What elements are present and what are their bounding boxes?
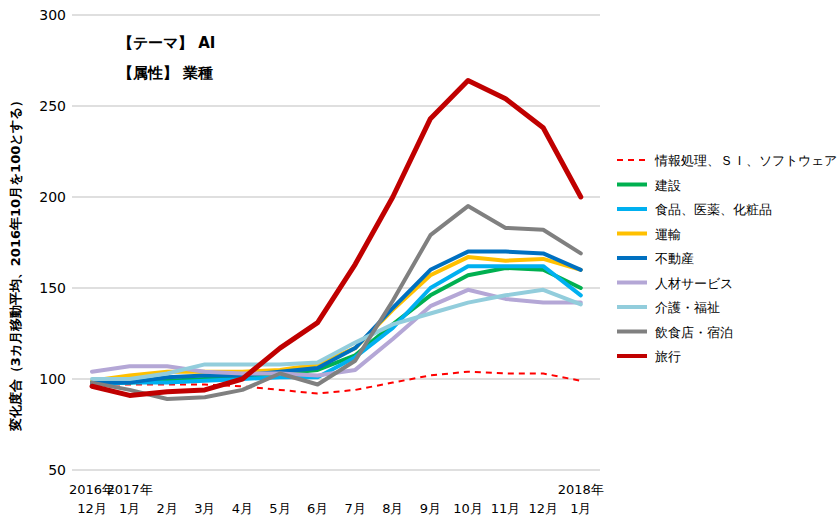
series-line xyxy=(92,206,581,399)
series-line xyxy=(92,257,581,381)
x-tick-label: 5月 xyxy=(269,501,290,516)
grid-line xyxy=(72,197,600,198)
legend-label: 飲食店・宿泊 xyxy=(655,325,733,340)
x-tick-line: 1月 xyxy=(570,501,591,516)
legend-label: 旅行 xyxy=(655,349,681,364)
legend-swatch xyxy=(617,354,647,358)
legend-swatch xyxy=(617,232,647,236)
grid-line xyxy=(72,15,600,16)
grid-line xyxy=(72,470,600,471)
series-line xyxy=(92,290,581,379)
x-tick-label: 9月 xyxy=(420,501,441,516)
legend-swatch xyxy=(617,281,647,285)
legend: 情報処理、ＳＩ、ソフトウェア建設食品、医薬、化粧品運輸不動産人材サービス介護・福… xyxy=(617,153,837,364)
series-line xyxy=(92,252,581,383)
legend-swatch xyxy=(617,207,647,211)
legend-label: 人材サービス xyxy=(655,276,733,291)
legend-label: 介護・福祉 xyxy=(655,300,720,315)
y-tick-label: 150 xyxy=(39,280,66,296)
y-tick-label: 200 xyxy=(39,189,66,205)
chart: 50 100 150 200 250 300 変化度合（3カ月移動平均、2016年10月を1… xyxy=(0,0,839,528)
x-tick-label: 10月 xyxy=(453,501,483,516)
x-tick-label: 8月 xyxy=(382,501,403,516)
legend-label: 建設 xyxy=(654,178,681,193)
x-tick-label: 2017年 1月 xyxy=(107,482,153,516)
x-tick-line: 2017年 xyxy=(107,482,153,497)
y-tick-label: 300 xyxy=(39,7,66,23)
y-tick-label: 250 xyxy=(39,98,66,114)
x-tick-label: 4月 xyxy=(232,501,253,516)
series-line xyxy=(92,266,581,384)
legend-swatch xyxy=(617,183,647,187)
series-line xyxy=(92,81,581,396)
x-tick-label: 2月 xyxy=(157,501,178,516)
legend-label: 不動産 xyxy=(655,251,694,266)
legend-swatch xyxy=(617,256,647,260)
legend-label: 食品、医薬、化粧品 xyxy=(655,202,772,217)
x-tick-label: 7月 xyxy=(345,501,366,516)
legend-label: 情報処理、ＳＩ、ソフトウェア xyxy=(654,153,837,168)
annotation: 【テーマ】 AI xyxy=(118,34,215,52)
x-tick-line: 1月 xyxy=(119,501,140,516)
grid-line xyxy=(72,288,600,289)
grid xyxy=(72,15,600,470)
y-axis-label: 変化度合（3カ月移動平均、2016年10月を100とする） xyxy=(8,94,23,432)
x-tick-label: 6月 xyxy=(307,501,328,516)
grid-line xyxy=(72,106,600,107)
y-tick-label: 50 xyxy=(48,462,66,478)
legend-label: 運輸 xyxy=(655,227,681,242)
y-tick-label: 100 xyxy=(39,371,66,387)
x-tick-line: 2018年 xyxy=(558,482,604,497)
legend-swatch xyxy=(617,159,647,161)
x-tick-label: 11月 xyxy=(491,501,521,516)
legend-swatch xyxy=(617,305,647,309)
x-tick-label: 2018年 1月 xyxy=(558,482,604,516)
x-tick-label: 3月 xyxy=(194,501,215,516)
x-tick-line: 12月 xyxy=(77,501,107,516)
legend-swatch xyxy=(617,330,647,334)
lines xyxy=(92,81,581,400)
series-line xyxy=(92,290,581,376)
x-tick-label: 12月 xyxy=(528,501,558,516)
annotation: 【属性】 業種 xyxy=(118,64,213,82)
